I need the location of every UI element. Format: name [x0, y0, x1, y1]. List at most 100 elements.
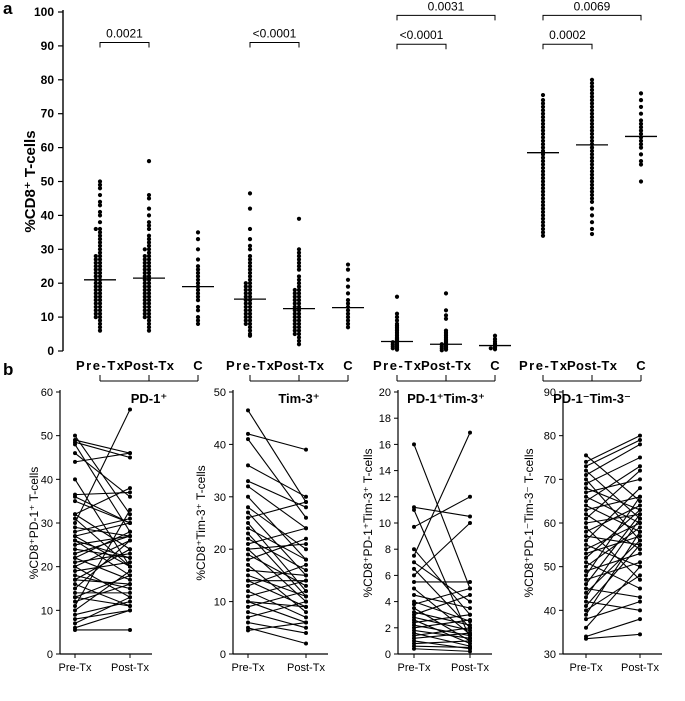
data-point [345, 267, 351, 272]
data-point-post [304, 526, 308, 531]
data-point [589, 169, 595, 174]
data-point [443, 291, 449, 296]
data-point-post [468, 521, 472, 525]
data-point [589, 118, 595, 123]
data-point [589, 108, 595, 113]
data-point [247, 301, 253, 306]
data-point [292, 298, 297, 303]
y-tick-label: 0 [220, 649, 226, 661]
data-point-pre [246, 610, 250, 615]
paired-line [74, 596, 131, 607]
data-point-post [638, 547, 642, 552]
data-point [296, 335, 302, 340]
data-point [589, 104, 595, 110]
data-point-post [638, 438, 642, 443]
data-point-pre [73, 612, 77, 617]
paired-line [74, 583, 131, 607]
data-point [97, 233, 103, 238]
y-tick-label: 10 [214, 597, 226, 609]
data-point [443, 308, 449, 313]
data-point-post [468, 579, 472, 584]
data-point [589, 186, 595, 191]
subplot-4: 30 40 50 60 70 80 90 Pre-Tx Post-Tx %CD8⁺PD-1⁻Tim… [522, 387, 662, 674]
data-point [345, 318, 351, 323]
data-point-post [304, 536, 308, 541]
data-point [296, 267, 302, 272]
paired-line [247, 410, 307, 503]
data-point [394, 311, 400, 316]
data-point [93, 260, 98, 265]
paired-line [413, 432, 471, 556]
data-point [540, 142, 546, 147]
data-point [589, 138, 595, 143]
group-label: Tim-3⁺ [278, 391, 319, 406]
data-point [589, 131, 595, 137]
data-point [247, 287, 253, 293]
data-point-post [468, 586, 472, 591]
paired-line [585, 439, 641, 467]
paired-line [413, 607, 471, 642]
data-point-post [638, 477, 642, 482]
data-point [292, 291, 297, 296]
data-point-pre [584, 472, 588, 477]
data-point-post [304, 562, 308, 567]
data-point-post [304, 641, 308, 646]
data-point [195, 270, 201, 276]
data-point [97, 179, 103, 184]
data-point-pre [584, 636, 588, 641]
data-point-post [468, 593, 472, 598]
data-point [243, 287, 248, 293]
data-point-post [638, 542, 642, 547]
paired-line [413, 522, 471, 576]
data-point-pre [412, 524, 416, 529]
data-point [540, 216, 546, 221]
x-category-label: Pre-Tx [76, 358, 125, 373]
data-point-post [128, 551, 132, 556]
data-point [97, 240, 103, 245]
data-point [345, 311, 351, 316]
data-point [146, 315, 152, 320]
data-point-post [128, 494, 132, 499]
data-point-post [638, 551, 642, 556]
data-point-pre [412, 442, 416, 447]
data-point-post [128, 538, 132, 543]
data-point-pre [73, 569, 77, 574]
data-point-pre [246, 599, 250, 604]
data-point [146, 294, 152, 299]
data-point-post [638, 617, 642, 622]
data-point [292, 321, 297, 326]
data-point [540, 206, 546, 211]
data-point [142, 301, 147, 306]
data-point [142, 311, 147, 316]
paired-line [585, 487, 641, 541]
data-point [296, 287, 302, 293]
data-point [492, 333, 498, 338]
data-point-pre [246, 594, 250, 599]
paired-line [74, 452, 131, 463]
data-point [589, 87, 595, 93]
data-point-pre [246, 541, 250, 546]
y-tick-label: 40 [41, 208, 55, 222]
data-point-post [128, 573, 132, 578]
data-point-post [638, 507, 642, 512]
data-point [540, 145, 546, 150]
data-point [247, 274, 253, 279]
data-point [540, 111, 546, 116]
paired-line [247, 601, 307, 618]
data-point [394, 315, 400, 320]
data-point-pre [73, 590, 77, 595]
data-point-pre [246, 562, 250, 567]
data-point [142, 264, 147, 269]
subplot-1: 0 10 20 30 40 50 60 Pre-Tx Post-Tx %CD8⁺PD-1⁺ T-c… [27, 387, 152, 674]
x-tick-label: Post-Tx [451, 662, 489, 674]
y-tick-label: 60 [41, 387, 53, 399]
data-point-post [128, 569, 132, 574]
data-point-post [638, 525, 642, 530]
data-point [292, 294, 297, 299]
paired-line [74, 609, 131, 620]
data-point [97, 284, 103, 289]
data-point-pre [73, 586, 77, 591]
paired-line [585, 454, 641, 502]
paired-line [74, 526, 131, 537]
